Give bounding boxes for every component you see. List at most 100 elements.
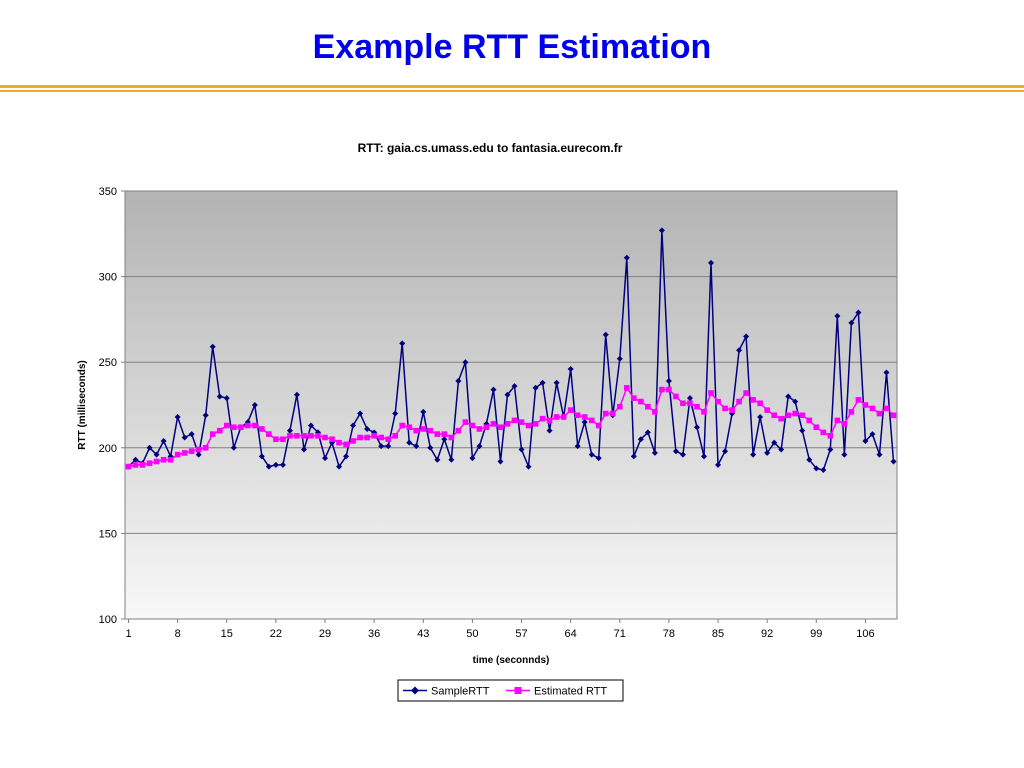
data-point <box>406 424 413 431</box>
data-point <box>490 386 497 393</box>
series-samplertt <box>125 227 897 474</box>
series-layer <box>125 227 897 474</box>
data-point <box>532 421 539 427</box>
data-point <box>392 433 398 439</box>
data-point <box>300 446 307 453</box>
data-point <box>174 413 181 420</box>
data-point <box>799 412 806 419</box>
data-point <box>771 412 777 419</box>
data-point <box>181 450 188 456</box>
data-point <box>518 419 525 425</box>
data-point <box>701 409 707 415</box>
x-tick-label: 71 <box>614 628 626 640</box>
data-point <box>238 424 244 431</box>
data-point <box>413 443 420 450</box>
data-point <box>862 402 869 408</box>
data-point <box>434 456 441 463</box>
data-point <box>757 400 763 407</box>
data-point <box>574 443 581 450</box>
data-point <box>890 458 897 465</box>
data-point <box>399 422 406 429</box>
data-point <box>820 467 827 474</box>
data-point <box>560 414 567 420</box>
data-point <box>307 422 314 429</box>
data-point <box>455 378 462 385</box>
data-point <box>252 422 258 429</box>
x-tick-label: 106 <box>856 628 874 640</box>
data-point <box>736 398 742 405</box>
data-point <box>651 449 658 456</box>
title-rule-bottom <box>0 90 1024 92</box>
x-tick-label: 50 <box>466 628 478 640</box>
data-point <box>602 410 609 417</box>
data-point <box>525 463 532 470</box>
data-point <box>511 417 518 424</box>
data-point <box>350 438 356 444</box>
data-point <box>687 400 693 407</box>
title-rule-top <box>0 85 1024 88</box>
data-point <box>631 395 637 401</box>
data-point <box>343 441 349 448</box>
data-point <box>785 393 792 400</box>
data-point <box>258 453 265 460</box>
data-point <box>216 393 223 400</box>
data-point <box>616 403 623 410</box>
data-point <box>146 460 153 467</box>
x-tick-label: 64 <box>565 628 577 640</box>
data-point <box>301 433 307 439</box>
legend-samplertt-marker <box>411 686 419 695</box>
data-point <box>497 424 504 431</box>
data-point <box>806 456 813 463</box>
data-point <box>701 453 707 460</box>
data-point <box>462 419 469 425</box>
x-tick-label: 85 <box>712 628 724 640</box>
data-point <box>399 340 406 347</box>
data-point <box>778 415 784 422</box>
data-point <box>251 402 258 408</box>
data-point <box>581 419 588 426</box>
data-point <box>694 403 700 410</box>
data-point <box>813 424 820 431</box>
data-point <box>469 422 476 429</box>
data-point <box>595 422 602 429</box>
data-point <box>202 445 209 451</box>
data-point <box>153 458 160 465</box>
data-point <box>813 465 820 472</box>
data-point <box>602 331 609 338</box>
x-tick-label: 15 <box>221 628 233 640</box>
gridlines <box>125 276 897 534</box>
data-point <box>722 448 729 455</box>
data-point <box>644 429 651 436</box>
data-point <box>448 456 455 463</box>
data-point <box>504 391 511 398</box>
data-point <box>266 431 272 437</box>
data-point <box>434 431 441 437</box>
data-point <box>357 410 364 417</box>
series-estimated-rtt <box>125 385 897 470</box>
data-point <box>336 463 343 470</box>
data-point <box>567 407 574 413</box>
data-point <box>364 434 370 441</box>
x-tick-label: 1 <box>125 628 131 640</box>
data-point <box>785 412 792 419</box>
data-point <box>167 456 174 463</box>
data-point <box>476 426 483 432</box>
data-point <box>827 433 834 439</box>
data-point <box>820 429 827 436</box>
data-point <box>834 312 841 319</box>
x-tick-label: 92 <box>761 628 773 640</box>
data-point <box>259 426 265 432</box>
x-tick-label: 22 <box>270 628 282 640</box>
data-point <box>287 433 293 439</box>
data-point <box>385 436 391 443</box>
data-point <box>616 355 623 362</box>
data-point <box>764 449 771 456</box>
data-point <box>729 407 735 413</box>
data-point <box>336 439 342 446</box>
data-point <box>869 431 876 438</box>
data-point <box>441 431 448 437</box>
x-tick-label: 8 <box>175 628 181 640</box>
data-point <box>427 444 434 451</box>
data-point <box>350 422 357 429</box>
data-point <box>209 343 216 350</box>
